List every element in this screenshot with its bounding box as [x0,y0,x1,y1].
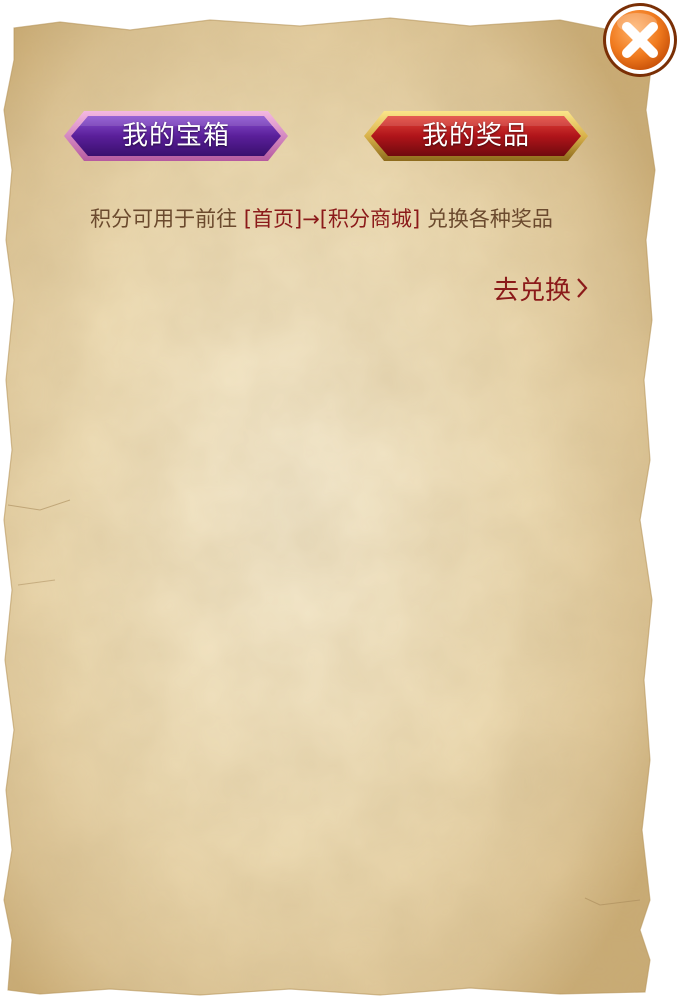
go-exchange-label: 去兑换 [492,275,571,306]
tab-my-chest[interactable]: 我的宝箱 [62,109,290,163]
close-icon [603,3,677,77]
info-suffix: 兑换各种奖品 [426,207,553,231]
chevron-right-icon [577,278,588,298]
tab-my-chest-label: 我的宝箱 [121,121,230,151]
info-arrow: → [302,207,320,231]
tab-my-prizes-label: 我的奖品 [421,121,530,151]
tab-my-chest-frame [64,111,288,161]
points-info-text: 积分可用于前往 [首页]→[积分商城] 兑换各种奖品 [0,203,643,233]
info-prefix: 积分可用于前往 [90,207,238,231]
tab-my-prizes[interactable]: 我的奖品 [362,109,590,163]
home-link[interactable]: [首页] [243,207,303,231]
points-mall-link[interactable]: [积分商城] [319,207,421,231]
close-button[interactable] [601,1,679,79]
go-exchange-link[interactable]: 去兑换 [493,270,589,306]
tab-my-prizes-frame [364,111,588,161]
